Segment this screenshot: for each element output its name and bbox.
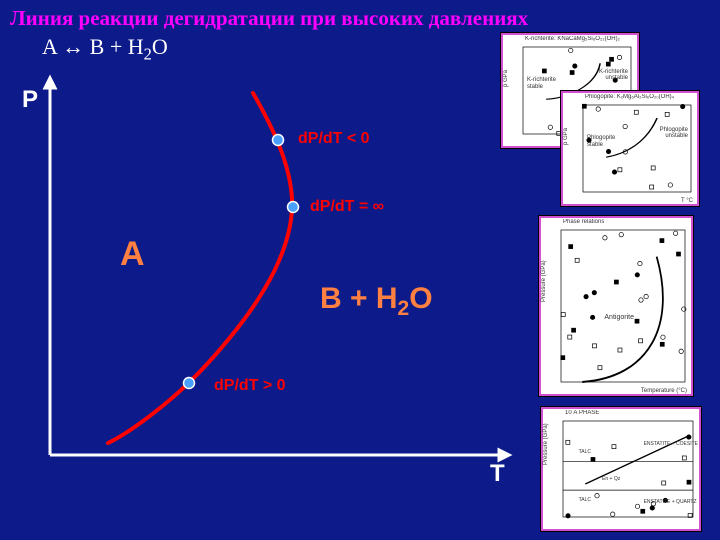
thumb-left-text: K-richterite stable bbox=[527, 77, 572, 90]
thumb-title: Phlogopite: K₂Mg₆Al₂Si₆O₂₀(OH)₄ bbox=[585, 94, 674, 100]
axis-label-p: P bbox=[22, 86, 38, 114]
phase-label-b: B + H2O bbox=[320, 282, 433, 321]
thumb-label: ENSTATITE + COESITE bbox=[644, 442, 699, 447]
thumb-field-label: Antigorite bbox=[604, 314, 634, 321]
thumb-label: ENSTATITE + QUARTZ bbox=[644, 500, 699, 505]
thumb-right-text: Phlogopite unstable bbox=[643, 127, 688, 140]
thumb-label: TALC bbox=[579, 498, 634, 503]
thumb-ylabel: Pressure (GPa) bbox=[543, 423, 549, 465]
axis-label-t: T bbox=[490, 460, 505, 488]
phase-label-a: A bbox=[120, 235, 145, 274]
thumb-title: Phase relations bbox=[563, 219, 604, 225]
slope-label-pos: dP/dT > 0 bbox=[214, 377, 286, 395]
slope-marker-neg bbox=[273, 135, 284, 146]
thumbnail-phlog: Phlogopite: K₂Mg₆Al₂Si₆O₂₀(OH)₄ p GPa T °C… bbox=[560, 90, 700, 207]
diagram-root: Линия реакции дегидратации при высоких д… bbox=[0, 0, 720, 540]
thumb-ylabel: p GPa bbox=[503, 69, 509, 86]
slope-marker-inf bbox=[288, 202, 299, 213]
thumbnail-talc: 10 Å PHASE Pressure (GPa) TALC TALC ENSTATIT… bbox=[540, 406, 702, 532]
thumb-title: 10 Å PHASE bbox=[565, 410, 599, 416]
thumb-xlabel: Temperature (°C) bbox=[641, 388, 687, 394]
thumb-left-text: Phlogopite stable bbox=[587, 135, 632, 148]
slope-label-inf: dP/dT = ∞ bbox=[310, 198, 384, 216]
thumb-label: TALC bbox=[579, 450, 634, 455]
thumb-ylabel: Pressure (GPa) bbox=[541, 260, 547, 302]
slope-label-neg: dP/dT < 0 bbox=[298, 130, 370, 148]
slope-marker-pos bbox=[184, 378, 195, 389]
thumb-ylabel: p GPa bbox=[563, 127, 569, 144]
thumbnail-antig: Phase relations Pressure (GPa) Temperature… bbox=[538, 215, 694, 397]
thumb-label: En + Qz bbox=[602, 477, 657, 482]
thumb-title: K-richterite: KNaCaMg₅Si₈O₂₂(OH)₂ bbox=[525, 36, 620, 42]
thumb-xlabel: T °C bbox=[681, 198, 693, 204]
thumb-right-text: K-richterite unstable bbox=[583, 69, 628, 82]
